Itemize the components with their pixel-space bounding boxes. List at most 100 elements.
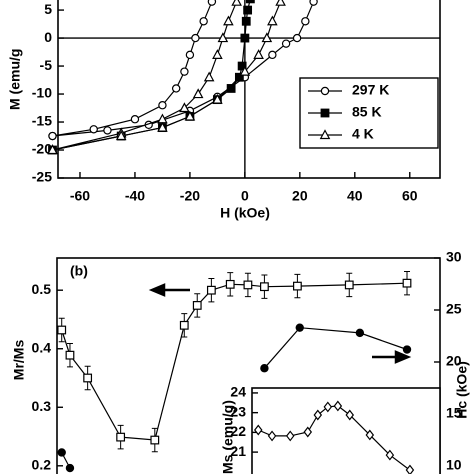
marker — [207, 0, 217, 6]
marker — [212, 49, 223, 59]
y-axis-label: Mr/Ms — [11, 340, 27, 381]
marker — [303, 426, 313, 438]
x-tick-label: 40 — [347, 188, 363, 204]
marker — [199, 17, 208, 26]
inset-background — [252, 388, 440, 474]
marker — [241, 16, 251, 26]
marker — [65, 350, 75, 360]
panel: 5 0 -5 -10 -15 -20 -25 -60 -40 -20 0 20 40 60 H (kOe) M… — [7, 0, 441, 221]
x-axis-label: H (kOe) — [220, 205, 270, 221]
marker — [203, 71, 215, 82]
marker — [319, 129, 331, 140]
legend: 297 K 85 K 4 K — [299, 77, 439, 149]
marker — [344, 280, 354, 290]
y2-tick-label: 25 — [446, 301, 462, 317]
marker — [57, 448, 66, 457]
marker — [313, 409, 323, 421]
y-tick-label: 5 — [44, 1, 52, 17]
marker — [158, 101, 167, 110]
marker — [48, 131, 57, 141]
marker — [365, 429, 375, 441]
marker — [402, 345, 412, 354]
marker — [130, 115, 140, 124]
marker — [150, 435, 160, 445]
marker — [243, 5, 253, 15]
panel: 0.5 0.4 0.3 0.2 30 25 20 15 10 Mr/Ms Hc (kOe) (b) — [11, 249, 470, 474]
marker — [292, 33, 302, 43]
x-tick-label: -40 — [125, 188, 145, 204]
y-tick-label: 23 — [230, 403, 246, 419]
marker — [179, 102, 190, 113]
y-tick-label: 0.5 — [32, 281, 52, 297]
y-tick-label: 0.2 — [32, 457, 52, 473]
y2-tick-label: 10 — [446, 457, 462, 473]
marker — [57, 325, 67, 335]
marker — [309, 0, 318, 6]
plots: 5 0 -5 -10 -15 -20 -25 -60 -40 -20 0 20 40 60 H (kOe) M… — [7, 0, 470, 474]
marker — [237, 61, 247, 71]
marker — [47, 144, 58, 155]
legend-label: 4 K — [352, 126, 374, 142]
marker — [254, 424, 263, 436]
x-tick-label: 20 — [292, 188, 308, 204]
marker — [320, 108, 330, 118]
y2-tick-label: 30 — [446, 249, 462, 265]
y-axis-label: M (emu/g — [7, 49, 23, 110]
marker — [171, 84, 181, 93]
marker — [225, 279, 235, 289]
y-tick-label: 0.3 — [32, 398, 52, 414]
panel-label: (b) — [70, 263, 88, 279]
series-line — [61, 282, 408, 441]
marker — [115, 130, 127, 141]
plot-frame — [56, 257, 441, 474]
marker — [260, 364, 269, 373]
marker — [295, 323, 304, 332]
marker — [405, 464, 415, 474]
marker — [116, 432, 126, 442]
marker — [103, 126, 112, 135]
marker — [65, 463, 75, 473]
marker — [293, 281, 302, 291]
y-tick-label: -15 — [32, 113, 52, 129]
marker — [192, 301, 202, 310]
x-tick-label: -20 — [180, 188, 200, 204]
marker — [267, 430, 277, 442]
marker — [226, 84, 236, 93]
marker — [320, 86, 330, 96]
marker — [185, 50, 195, 60]
y-tick-label: 22 — [230, 423, 246, 439]
y-axis-label: Ms (emu/g) — [220, 400, 236, 474]
y2-axis-label: Hc (kOe) — [454, 361, 470, 419]
marker — [301, 17, 310, 26]
marker — [260, 282, 269, 292]
marker — [402, 278, 412, 288]
marker — [261, 32, 273, 43]
marker — [239, 65, 251, 76]
marker — [253, 49, 264, 59]
marker — [180, 67, 189, 76]
marker — [240, 33, 250, 43]
legend-label: 297 K — [352, 82, 389, 98]
y-tick-label: 24 — [230, 384, 246, 400]
marker — [192, 88, 204, 99]
marker — [267, 15, 278, 26]
plot-frame — [251, 387, 441, 474]
marker — [184, 110, 196, 121]
marker — [355, 328, 365, 338]
marker — [212, 93, 223, 104]
y-tick-label: -5 — [40, 57, 53, 73]
right-arrow-head — [394, 350, 412, 364]
marker — [223, 15, 234, 26]
marker — [275, 0, 286, 6]
y2-tick-label: 15 — [446, 405, 462, 421]
legend-label: 85 K — [352, 104, 382, 120]
y-tick-label: -10 — [32, 85, 52, 101]
marker — [385, 449, 395, 461]
marker — [89, 125, 98, 134]
y-tick-label: 21 — [230, 443, 246, 459]
marker — [157, 121, 168, 132]
marker — [231, 0, 242, 6]
axis-arrows — [148, 283, 412, 364]
